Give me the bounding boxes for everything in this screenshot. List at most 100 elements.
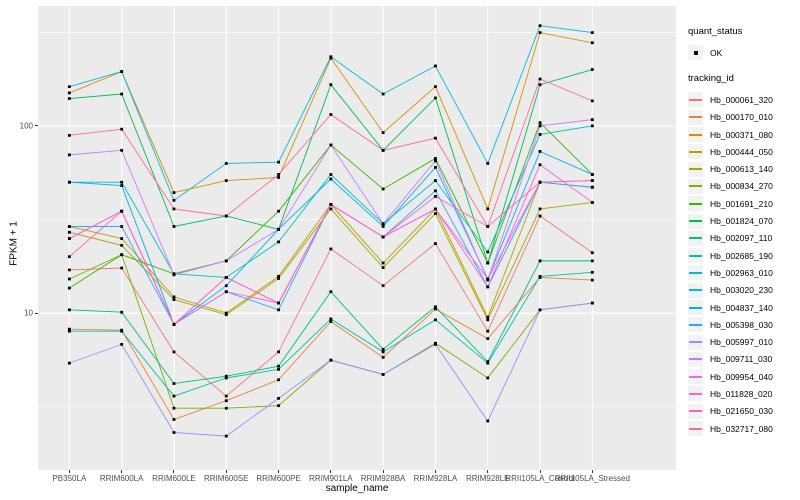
data-point [381, 225, 385, 228]
data-point [486, 361, 490, 365]
data-point [224, 406, 228, 410]
legend-item: Hb_000613_140 [688, 160, 798, 177]
legend-key [688, 265, 703, 281]
legend-key [688, 196, 703, 212]
legend-item-label: Hb_005398_030 [710, 319, 773, 330]
legend-item: Hb_000061_320 [688, 91, 798, 108]
legend-item: Hb_009711_030 [688, 351, 798, 368]
data-point [381, 355, 385, 359]
data-point [120, 243, 124, 247]
x-tickmark [225, 470, 227, 473]
data-point [538, 24, 542, 28]
data-point [434, 64, 437, 68]
data-point [434, 85, 437, 89]
data-point [224, 162, 228, 165]
data-point [120, 92, 124, 96]
data-point [67, 268, 71, 272]
legend-item-label: Hb_004837_140 [710, 302, 773, 313]
data-point [538, 180, 542, 184]
data-point [224, 311, 228, 315]
y-tickmark [35, 125, 38, 127]
data-point [381, 148, 385, 152]
data-point [486, 162, 490, 165]
data-point [120, 253, 124, 257]
legend-key [688, 213, 703, 229]
data-point [120, 237, 124, 240]
data-point [224, 290, 228, 294]
legend-item: Hb_003020_230 [688, 282, 798, 299]
data-point [381, 187, 385, 191]
data-point [67, 361, 71, 365]
legend-item: Hb_009954_040 [688, 368, 798, 385]
data-point [277, 160, 280, 164]
data-point [538, 31, 542, 35]
data-point [590, 41, 594, 45]
data-point [172, 298, 176, 301]
data-point [120, 180, 124, 184]
data-point [67, 327, 71, 331]
data-point [486, 419, 490, 423]
data-point [67, 133, 71, 137]
legend-item: Hb_000371_080 [688, 126, 798, 143]
data-point [434, 318, 437, 322]
data-point [224, 394, 228, 398]
data-point [172, 191, 176, 195]
legend-item-label: Hb_003020_230 [710, 285, 773, 296]
data-point [120, 342, 124, 346]
data-point [329, 207, 333, 211]
data-point [67, 97, 71, 100]
data-point [277, 274, 280, 278]
data-point [381, 222, 385, 226]
data-point [120, 127, 124, 131]
legend-item-label: Hb_002963_010 [710, 267, 773, 278]
data-point [434, 212, 437, 215]
legend-item-label: Hb_002685_190 [710, 250, 773, 261]
data-point [224, 179, 228, 183]
data-point [590, 173, 594, 176]
data-point [590, 179, 594, 183]
x-tick-label: RRII105LA_Stressed [554, 474, 630, 483]
data-point [224, 376, 228, 380]
data-point [120, 209, 124, 213]
data-point [277, 396, 280, 400]
data-point [172, 225, 176, 228]
data-point [172, 198, 176, 202]
data-point [590, 68, 594, 71]
legend-line-swatch-icon [689, 168, 702, 171]
data-point [486, 337, 490, 341]
legend-line-swatch-icon [689, 133, 702, 136]
legend-line-swatch-icon [689, 202, 702, 205]
data-point [434, 165, 437, 169]
data-point [538, 150, 542, 153]
data-point [277, 209, 280, 213]
legend-line-swatch-icon [689, 254, 702, 257]
legend-item: Hb_002685_190 [688, 247, 798, 264]
legend-quant-status-title: quant_status [688, 26, 743, 37]
data-point [120, 266, 124, 270]
y-tick-label: 10 [24, 308, 33, 318]
data-point [329, 290, 333, 294]
data-point [172, 394, 176, 398]
data-point [277, 404, 280, 408]
data-point [277, 367, 280, 371]
legend-line-swatch-icon [689, 98, 702, 101]
legend-key [688, 161, 703, 177]
legend-key [688, 421, 703, 437]
data-point [172, 418, 176, 421]
data-point [277, 227, 280, 231]
data-point [434, 307, 437, 311]
legend-key [688, 178, 703, 194]
x-tickmark [591, 470, 593, 473]
data-point [538, 133, 542, 136]
data-point [67, 308, 71, 312]
data-point [381, 350, 385, 354]
legend-key [688, 403, 703, 419]
legend-item-label: Hb_000371_080 [710, 129, 773, 140]
legend-tracking-items: Hb_000061_320 Hb_000170_010 Hb_000371_080 H… [688, 91, 798, 437]
data-point [590, 251, 594, 255]
legend-line-swatch-icon [689, 306, 702, 309]
data-point [172, 350, 176, 354]
data-point [67, 91, 71, 95]
data-point [538, 121, 542, 125]
legend-item: Hb_021650_030 [688, 403, 798, 420]
